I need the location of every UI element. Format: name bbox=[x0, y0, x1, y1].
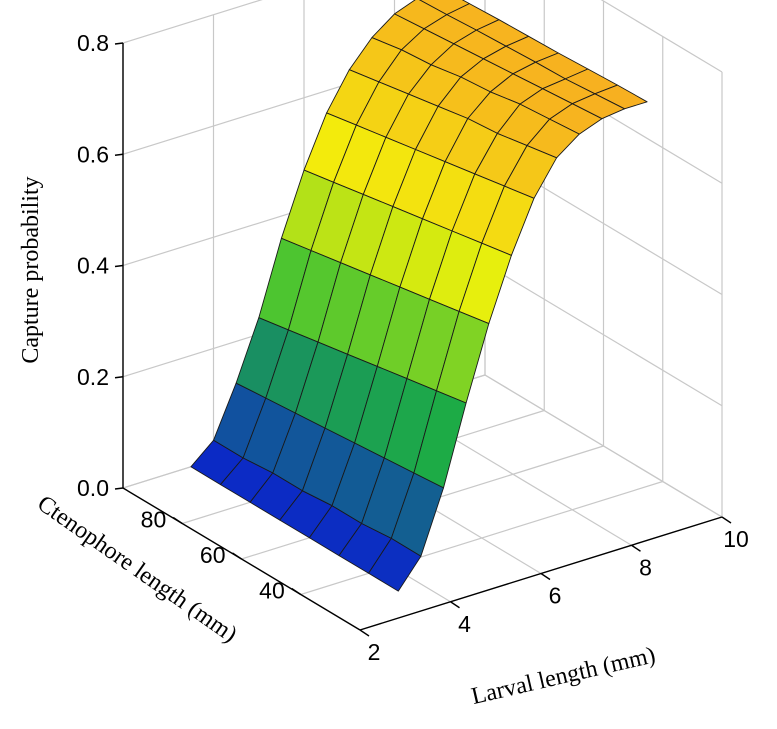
z-tick-label: 0.8 bbox=[77, 30, 109, 56]
grid-line-z bbox=[122, 0, 263, 44]
x-tick-label: 10 bbox=[723, 526, 749, 552]
z-axis-title: Capture probability bbox=[18, 176, 44, 363]
x-tick-label: 2 bbox=[368, 639, 381, 665]
z-tick-label: 0.0 bbox=[77, 475, 109, 501]
surface-mesh bbox=[190, 0, 648, 592]
y-tick-label: 60 bbox=[200, 542, 226, 568]
z-tick-label: 0.4 bbox=[77, 253, 109, 279]
floor-grid-line bbox=[300, 480, 663, 596]
x-tick-label: 6 bbox=[549, 583, 562, 609]
z-tick bbox=[114, 376, 124, 379]
x-tick bbox=[631, 544, 641, 552]
axes: 0.0 0.2 0.4 0.6 0.8 40 60 80 2 4 6 8 10 bbox=[77, 30, 749, 665]
surface-cell bbox=[368, 537, 422, 592]
y-tick-label: 40 bbox=[259, 578, 285, 604]
z-tick bbox=[114, 153, 124, 156]
x-tick-label: 4 bbox=[458, 611, 471, 637]
y-tick bbox=[291, 587, 302, 596]
y-tick bbox=[232, 552, 242, 560]
z-tick bbox=[114, 487, 124, 490]
x-tick-label: 8 bbox=[639, 554, 652, 580]
z-tick bbox=[114, 42, 124, 45]
z-tick bbox=[114, 264, 124, 268]
y-tick bbox=[172, 516, 183, 525]
y-tick-label: 80 bbox=[141, 507, 167, 533]
x-tick bbox=[721, 516, 732, 524]
z-tick-label: 0.2 bbox=[77, 364, 109, 390]
x-tick bbox=[359, 629, 370, 637]
x-axis-title: Larval length (mm) bbox=[469, 642, 658, 710]
z-tick-label: 0.6 bbox=[77, 141, 109, 167]
x-tick bbox=[540, 572, 551, 581]
x-tick bbox=[450, 601, 460, 609]
